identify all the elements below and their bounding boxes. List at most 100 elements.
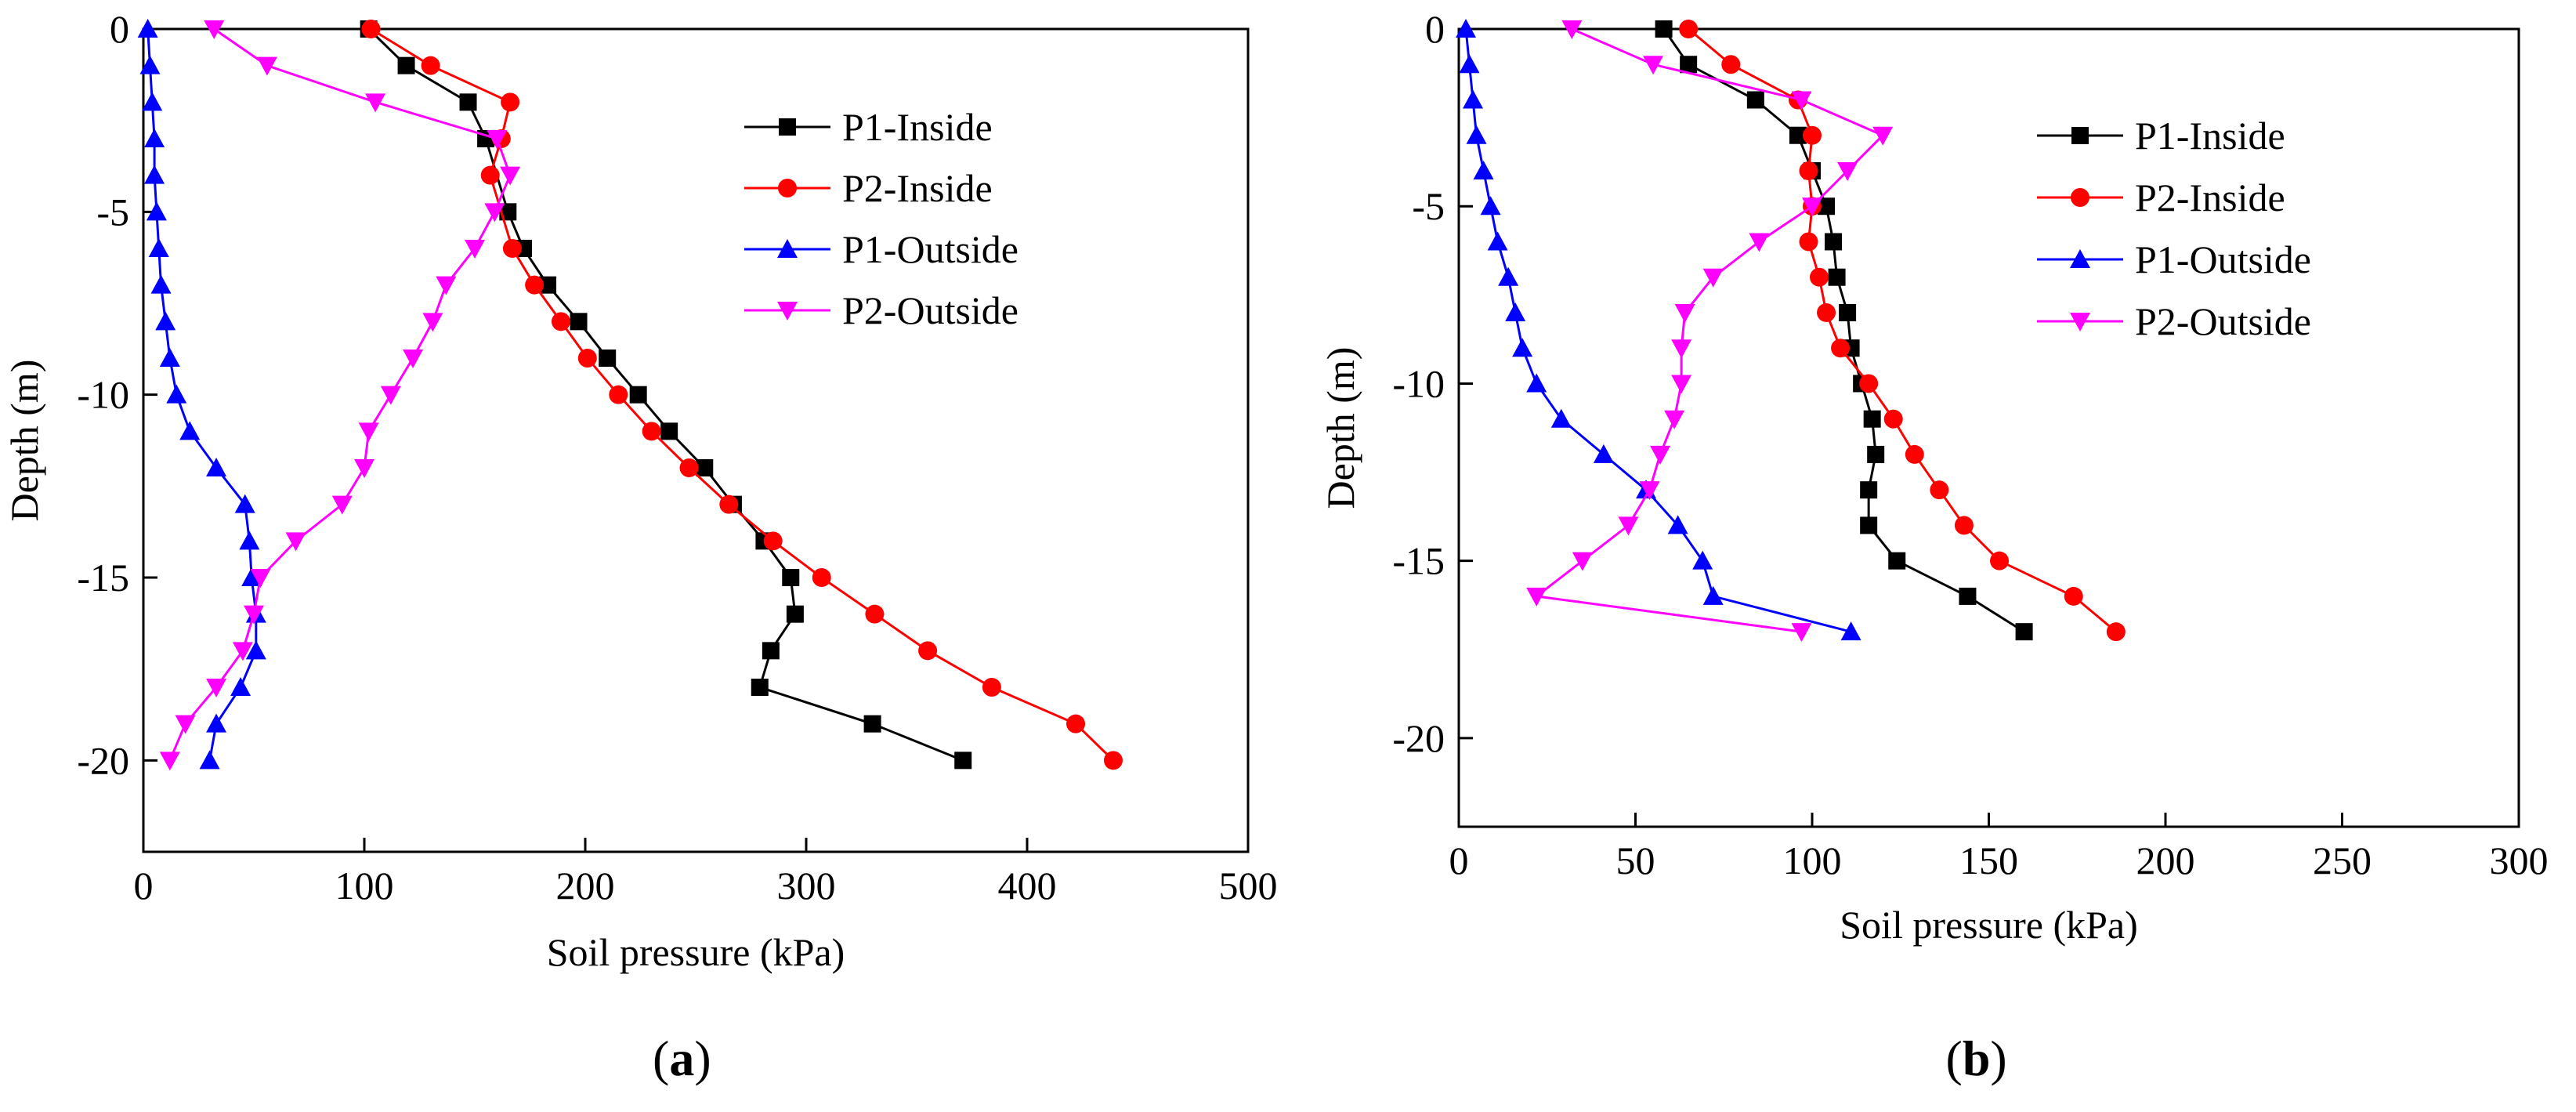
data-point: [2064, 586, 2083, 606]
data-point: [199, 750, 220, 770]
y-axis-label: Depth (m): [2, 360, 46, 522]
data-point: [1746, 91, 1764, 109]
data-point: [1930, 480, 1949, 500]
data-point: [1066, 714, 1086, 733]
x-axis-label: Soil pressure (kPa): [1840, 903, 2138, 947]
data-point: [1463, 89, 1484, 109]
x-tick-label: 200: [2136, 839, 2195, 882]
legend-label: P2-Inside: [2135, 176, 2285, 219]
data-point: [1702, 268, 1724, 288]
data-point: [142, 92, 163, 111]
data-point: [422, 313, 443, 332]
y-tick-label: 0: [110, 7, 129, 51]
legend-label: P1-Inside: [2135, 114, 2285, 158]
x-tick-label: 300: [777, 864, 836, 907]
data-point: [1954, 516, 1974, 535]
data-point: [1456, 19, 1477, 38]
data-point: [539, 276, 557, 294]
data-point: [719, 494, 739, 514]
data-point: [500, 166, 521, 186]
y-tick-label: -15: [77, 556, 129, 599]
data-point: [1872, 126, 1894, 146]
data-point: [232, 642, 253, 661]
data-point: [629, 386, 647, 404]
data-point: [525, 275, 545, 295]
data-point: [1550, 408, 1572, 428]
data-point: [1593, 444, 1614, 463]
data-point: [1498, 266, 1519, 286]
data-point: [465, 240, 485, 259]
series-line: [1464, 28, 1851, 633]
data-point: [865, 604, 885, 624]
legend-label: P1-Outside: [2135, 237, 2311, 281]
data-point: [159, 348, 180, 367]
data-point: [365, 93, 386, 113]
data-point: [1840, 621, 1861, 641]
data-point: [1799, 232, 1818, 252]
data-point: [144, 129, 165, 147]
data-point: [250, 569, 271, 588]
data-point: [762, 642, 780, 660]
panel-tag: (a): [653, 1031, 711, 1086]
data-point: [245, 640, 266, 660]
data-point: [751, 679, 769, 696]
data-point: [2015, 623, 2033, 641]
data-point: [487, 130, 508, 149]
data-point: [239, 531, 260, 550]
data-point: [786, 605, 804, 623]
data-point: [982, 678, 1001, 697]
data-point: [501, 92, 520, 112]
data-point: [436, 276, 457, 295]
data-point: [1505, 302, 1526, 321]
data-point: [1828, 268, 1846, 286]
data-point: [1863, 410, 1881, 428]
x-tick-label: 500: [1219, 864, 1278, 907]
data-point: [1860, 481, 1878, 499]
data-point: [285, 532, 306, 552]
data-point: [570, 313, 588, 331]
legend-label: P2-Inside: [842, 166, 993, 210]
data-point: [1674, 303, 1695, 323]
data-point: [179, 421, 201, 440]
legend-swatch-marker: [2071, 127, 2089, 144]
data-point: [1818, 197, 1836, 216]
data-point: [1990, 551, 2010, 570]
y-tick-label: -10: [77, 373, 129, 417]
data-point: [1791, 91, 1812, 110]
x-tick-label: 50: [1616, 839, 1655, 882]
data-point: [421, 56, 440, 75]
data-point: [144, 165, 165, 184]
data-point: [1837, 161, 1858, 181]
data-point: [1466, 125, 1487, 144]
data-point: [206, 713, 227, 733]
chart-panel-b: 0 50 100 150 200 250 300 0 -5 -10 -15 -20 Soil press…: [1319, 7, 2549, 1086]
data-point: [1103, 751, 1123, 770]
series-p2-outside: [159, 20, 521, 771]
x-tick-label: 100: [1783, 839, 1842, 882]
data-point: [1561, 20, 1583, 39]
data-point: [1512, 338, 1533, 357]
series-p1-inside: [1655, 20, 2033, 641]
data-point: [1526, 587, 1547, 607]
data-point: [502, 239, 522, 258]
series-p1-outside: [137, 19, 266, 770]
data-point: [484, 203, 505, 223]
legend-label: P1-Inside: [842, 105, 993, 149]
panel-tag: (b): [1946, 1031, 2007, 1086]
data-point: [1883, 409, 1903, 429]
data-point: [1867, 445, 1885, 463]
data-point: [1817, 302, 1836, 322]
data-point: [358, 422, 379, 442]
series-line: [1688, 27, 2117, 633]
legend-label: P1-Outside: [842, 227, 1018, 271]
data-point: [1791, 623, 1812, 643]
data-point: [954, 752, 972, 770]
data-point: [1959, 587, 1977, 605]
x-tick-label: 300: [2490, 839, 2549, 882]
data-point: [1692, 550, 1713, 570]
data-point: [361, 20, 381, 38]
data-point: [206, 458, 227, 476]
data-point: [1679, 20, 1699, 38]
x-tick-label: 250: [2313, 839, 2372, 882]
y-tick-label: -5: [1412, 184, 1445, 228]
